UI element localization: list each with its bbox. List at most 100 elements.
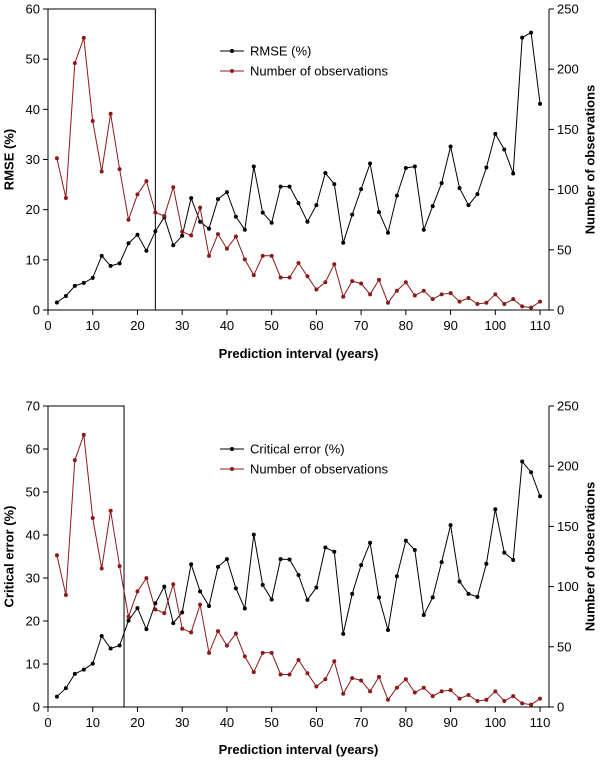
data-point [224,246,229,251]
data-point [108,508,113,513]
data-point [135,606,140,611]
x-tick-label: 80 [399,715,413,730]
data-point [180,626,185,631]
y-tick-label: 50 [26,52,40,67]
data-point [126,618,131,623]
data-point [332,659,337,664]
legend: RMSE (%) Number of observations [220,44,389,79]
data-point [207,650,212,655]
data-point [421,227,426,232]
data-point [520,304,525,309]
data-point [126,614,131,619]
data-point [162,611,167,616]
data-point [72,61,77,66]
data-point [457,186,462,191]
data-point [108,111,113,116]
x-tick-label: 20 [130,318,144,333]
data-point [511,171,516,176]
data-point [278,672,283,677]
data-point [538,494,543,499]
data-point [529,702,534,707]
legend-label: Number of observations [250,462,389,477]
data-point [278,184,283,189]
data-point [251,670,256,675]
data-point [448,291,453,296]
data-point [171,243,176,248]
data-point [484,165,489,170]
data-point [520,701,525,706]
data-point [412,690,417,695]
data-point [430,204,435,209]
data-point [448,523,453,528]
data-point [448,688,453,693]
data-point [90,661,95,666]
x-tick-label: 60 [309,715,323,730]
data-point [90,275,95,280]
data-point [215,629,220,634]
series-observations [54,432,543,707]
y-tick-label: 40 [26,528,40,543]
data-point [242,257,247,262]
data-point [144,627,149,632]
data-point [305,671,310,676]
y-tick-label: 60 [26,2,40,17]
data-point [189,562,194,567]
data-point [323,545,328,550]
data-point [511,557,516,562]
y-tick-label: 30 [26,571,40,586]
x-tick-label: 90 [443,715,457,730]
legend-label: Number of observations [250,64,389,79]
data-point [269,650,274,655]
data-point [305,597,310,602]
y-tick-label: 20 [26,614,40,629]
data-point [529,30,534,35]
data-point [403,538,408,543]
data-point [305,274,310,279]
y2-axis-title: Number of observations [582,85,597,235]
data-point [260,582,265,587]
data-point [385,697,390,702]
legend: Critical error (%) Number of observations [220,442,389,477]
data-point [99,169,104,174]
data-point [368,689,373,694]
data-point [207,603,212,608]
data-point [359,187,364,192]
data-point [323,171,328,176]
data-point [466,692,471,697]
data-point [377,277,382,282]
x-tick-label: 40 [220,318,234,333]
data-point [421,612,426,617]
x-axis-title: Prediction interval (years) [219,742,379,757]
data-point [350,676,355,681]
data-point [108,646,113,651]
legend-label: Critical error (%) [250,442,345,457]
data-point [233,214,238,219]
data-point [385,628,390,633]
data-point [430,694,435,699]
data-point [251,164,256,169]
data-point [466,295,471,300]
data-point [457,696,462,701]
data-point [171,185,176,190]
data-point [403,280,408,285]
data-point [457,579,462,584]
data-point [502,301,507,306]
data-point [260,253,265,258]
data-point [233,234,238,239]
data-point [421,288,426,293]
x-tick-label: 10 [85,318,99,333]
data-point [430,297,435,302]
x-tick-label: 50 [264,715,278,730]
y-tick-label: 20 [26,202,40,217]
x-tick-label: 40 [220,715,234,730]
data-point [215,564,220,569]
legend-marker [230,69,234,73]
data-point [359,563,364,568]
y-tick-label: 10 [26,252,40,267]
series-error [54,30,543,305]
data-point [189,196,194,201]
x-tick-label: 20 [130,715,144,730]
data-point [475,594,480,599]
y2-tick-label: 100 [557,182,579,197]
